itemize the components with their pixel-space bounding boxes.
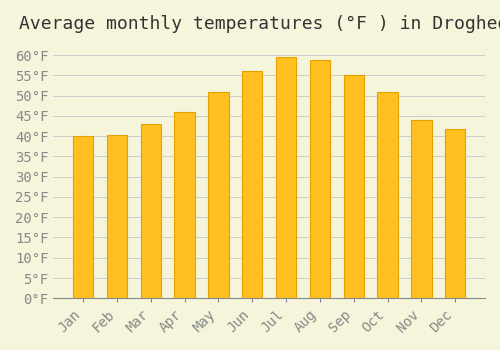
- Bar: [208, 92, 229, 298]
- Bar: [276, 57, 296, 298]
- Bar: [242, 71, 262, 298]
- Bar: [107, 135, 127, 298]
- Title: Average monthly temperatures (°F ) in Drogheda: Average monthly temperatures (°F ) in Dr…: [19, 15, 500, 33]
- Bar: [445, 129, 466, 298]
- Bar: [310, 60, 330, 298]
- Bar: [344, 75, 364, 298]
- Bar: [73, 136, 94, 298]
- Bar: [140, 124, 161, 298]
- Bar: [378, 92, 398, 298]
- Bar: [174, 112, 195, 298]
- Bar: [412, 120, 432, 298]
